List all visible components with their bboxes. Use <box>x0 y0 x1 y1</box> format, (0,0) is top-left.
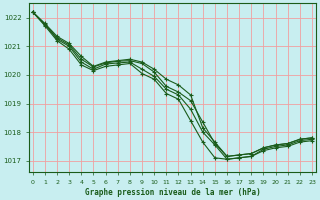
X-axis label: Graphe pression niveau de la mer (hPa): Graphe pression niveau de la mer (hPa) <box>84 188 260 197</box>
